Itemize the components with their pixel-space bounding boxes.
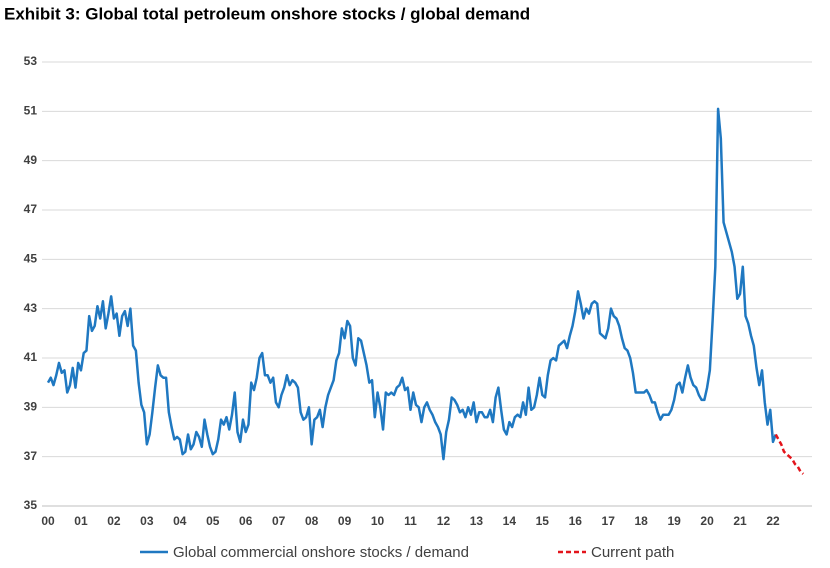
y-tick-label: 49: [24, 153, 38, 167]
x-tick-label: 01: [74, 514, 88, 528]
x-tick-label: 22: [766, 514, 780, 528]
y-tick-label: 45: [24, 252, 38, 266]
x-tick-label: 06: [239, 514, 253, 528]
y-tick-label: 39: [24, 400, 38, 414]
x-tick-label: 00: [41, 514, 55, 528]
y-tick-label: 47: [24, 202, 38, 216]
x-tick-label: 16: [569, 514, 583, 528]
x-tick-label: 15: [536, 514, 550, 528]
x-tick-label: 08: [305, 514, 319, 528]
x-tick-label: 20: [700, 514, 714, 528]
x-tick-label: 18: [635, 514, 649, 528]
x-tick-label: 05: [206, 514, 220, 528]
x-tick-label: 14: [503, 514, 517, 528]
y-tick-label: 41: [24, 350, 38, 364]
chart-title: Exhibit 3: Global total petroleum onshor…: [4, 4, 530, 23]
y-tick-label: 35: [24, 498, 38, 512]
y-tick-label: 51: [24, 104, 38, 118]
x-tick-label: 04: [173, 514, 187, 528]
series-line: [774, 433, 805, 475]
x-tick-label: 07: [272, 514, 286, 528]
y-tick-label: 37: [24, 449, 38, 463]
x-tick-label: 02: [107, 514, 121, 528]
x-tick-label: 19: [667, 514, 681, 528]
y-tick-label: 53: [24, 54, 38, 68]
x-tick-label: 17: [602, 514, 616, 528]
x-tick-label: 03: [140, 514, 154, 528]
x-tick-label: 12: [437, 514, 451, 528]
y-tick-label: 43: [24, 301, 38, 315]
x-tick-label: 09: [338, 514, 352, 528]
legend-label: Global commercial onshore stocks / deman…: [173, 544, 469, 561]
x-tick-label: 11: [404, 514, 417, 528]
series-line: [46, 107, 777, 461]
x-tick-label: 10: [371, 514, 385, 528]
legend-label: Current path: [591, 544, 674, 561]
x-tick-label: 21: [733, 514, 747, 528]
x-tick-label: 13: [470, 514, 484, 528]
